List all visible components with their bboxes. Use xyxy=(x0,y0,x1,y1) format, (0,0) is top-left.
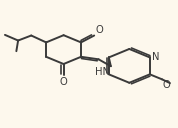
Text: O: O xyxy=(60,77,67,87)
Text: O: O xyxy=(95,25,103,35)
Text: O: O xyxy=(162,80,170,90)
Text: HN: HN xyxy=(95,67,110,77)
Text: N: N xyxy=(151,52,159,62)
